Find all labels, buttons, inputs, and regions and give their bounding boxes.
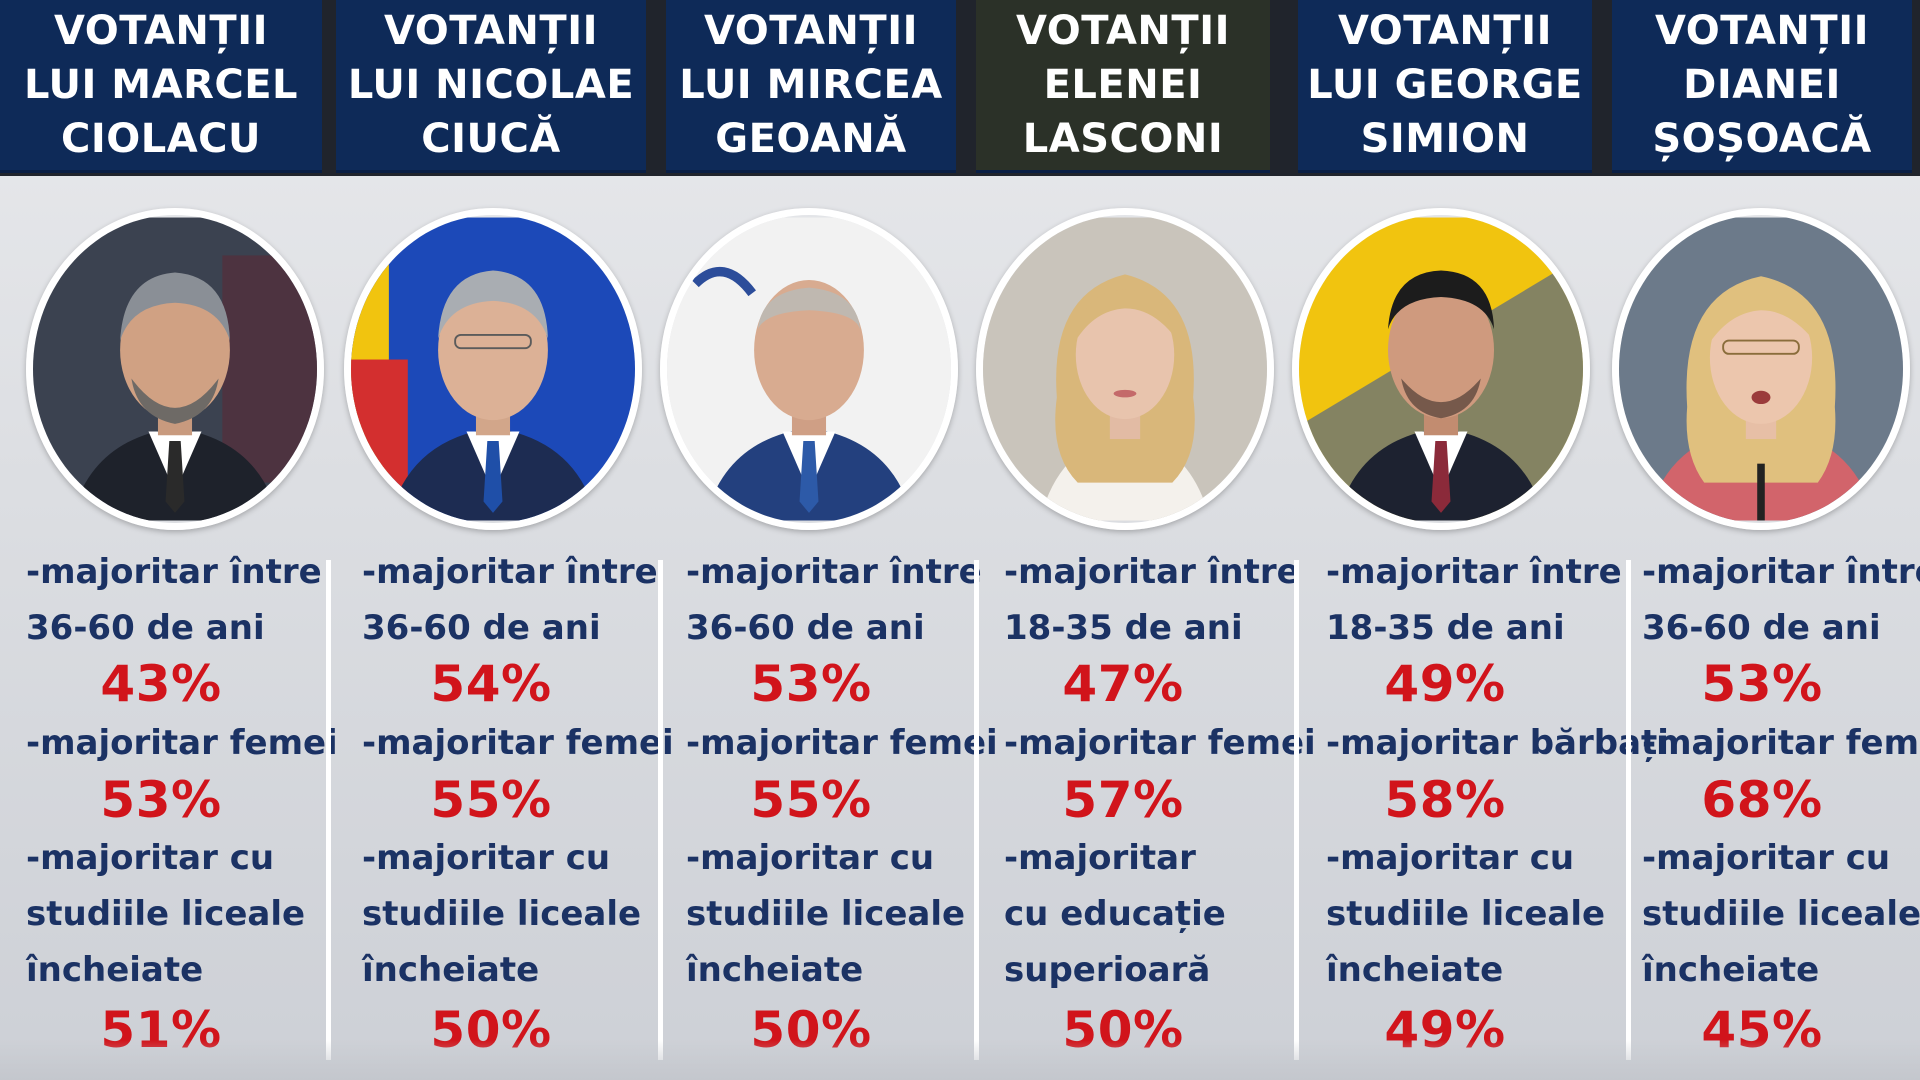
age-percentage: 47% — [1062, 655, 1184, 713]
column-header: VOTANȚII LUI MIRCEA GEOANĂ — [666, 0, 956, 173]
column-lasconi: VOTANȚII ELENEI LASCONI -majoritar între… — [976, 0, 1316, 1080]
age-label: 36-60 de ani — [1642, 608, 1881, 648]
header-line: ȘOȘOACĂ — [1652, 116, 1872, 162]
candidate-portrait — [1292, 208, 1590, 530]
age-label: 18-35 de ani — [1326, 608, 1565, 648]
education-label: încheiate — [1326, 950, 1504, 990]
education-label: -majoritar cu — [26, 838, 275, 878]
age-label: -majoritar între — [362, 552, 658, 592]
column-ciolacu: VOTANȚII LUI MARCEL CIOLACU -majoritar î… — [0, 0, 338, 1080]
education-label: cu educație — [1004, 894, 1226, 934]
gender-percentage: 55% — [750, 771, 872, 829]
education-label: studiile liceale — [1326, 894, 1606, 934]
column-header: VOTANȚII LUI GEORGE SIMION — [1298, 0, 1592, 173]
candidate-portrait — [660, 208, 958, 530]
age-label: 36-60 de ani — [26, 608, 265, 648]
header-line: ELENEI — [1043, 62, 1203, 108]
portrait-illustration — [1299, 217, 1583, 521]
age-percentage: 43% — [100, 655, 222, 713]
column-header: VOTANȚII ELENEI LASCONI — [976, 0, 1270, 173]
age-label: 36-60 de ani — [362, 608, 601, 648]
bottom-shadow — [0, 1040, 1920, 1080]
column-sosoaca: VOTANȚII DIANEI ȘOȘOACĂ -majoritar între… — [1612, 0, 1920, 1080]
portrait-illustration — [351, 217, 635, 521]
age-label: 36-60 de ani — [686, 608, 925, 648]
portrait-illustration — [667, 217, 951, 521]
column-divider — [1626, 560, 1631, 1060]
column-ciuca: VOTANȚII LUI NICOLAE CIUCĂ -majoritar în… — [336, 0, 674, 1080]
header-line: CIOLACU — [60, 116, 262, 162]
education-label: -majoritar cu — [686, 838, 935, 878]
age-label: -majoritar între — [26, 552, 322, 592]
education-label: studiile liceale — [1642, 894, 1920, 934]
column-divider — [1294, 560, 1299, 1060]
education-label: încheiate — [26, 950, 204, 990]
education-label: studiile liceale — [362, 894, 642, 934]
gender-percentage: 68% — [1701, 771, 1823, 829]
portrait-illustration — [1619, 217, 1903, 521]
education-label: -majoritar cu — [362, 838, 611, 878]
gender-percentage: 57% — [1062, 771, 1184, 829]
header-line: VOTANȚII — [1016, 8, 1230, 54]
education-label: încheiate — [1642, 950, 1820, 990]
age-label: -majoritar între — [686, 552, 982, 592]
candidate-portrait — [1612, 208, 1910, 530]
column-divider — [974, 560, 979, 1060]
age-percentage: 53% — [1701, 655, 1823, 713]
gender-label: -majoritar femei — [1642, 723, 1920, 763]
gender-label: -majoritar bărbați — [1326, 723, 1669, 763]
column-header: VOTANȚII DIANEI ȘOȘOACĂ — [1612, 0, 1912, 173]
column-divider — [326, 560, 331, 1060]
header-line: LUI NICOLAE — [347, 62, 635, 108]
header-line: VOTANȚII — [704, 8, 918, 54]
education-label: -majoritar — [1004, 838, 1196, 878]
candidate-portrait — [26, 208, 324, 530]
gender-percentage: 58% — [1384, 771, 1506, 829]
portrait-illustration — [33, 217, 317, 521]
header-line: LUI MARCEL — [23, 62, 299, 108]
age-percentage: 53% — [750, 655, 872, 713]
column-geoana: VOTANȚII LUI MIRCEA GEOANĂ -majoritar în… — [660, 0, 998, 1080]
portrait-illustration — [983, 217, 1267, 521]
age-label: 18-35 de ani — [1004, 608, 1243, 648]
education-label: încheiate — [362, 950, 540, 990]
gender-label: -majoritar femei — [1004, 723, 1316, 763]
age-label: -majoritar între — [1326, 552, 1622, 592]
education-label: superioară — [1004, 950, 1211, 990]
column-divider — [658, 560, 663, 1060]
header-line: LUI MIRCEA — [679, 62, 943, 108]
gender-label: -majoritar femei — [686, 723, 998, 763]
age-label: -majoritar între — [1642, 552, 1920, 592]
education-label: studiile liceale — [26, 894, 306, 934]
header-line: LUI GEORGE — [1307, 62, 1583, 108]
education-label: -majoritar cu — [1642, 838, 1891, 878]
column-header: VOTANȚII LUI MARCEL CIOLACU — [0, 0, 322, 173]
gender-percentage: 53% — [100, 771, 222, 829]
age-percentage: 54% — [430, 655, 552, 713]
gender-percentage: 55% — [430, 771, 552, 829]
column-simion: VOTANȚII LUI GEORGE SIMION -majoritar în… — [1292, 0, 1669, 1080]
candidate-portrait — [344, 208, 642, 530]
header-line: GEOANĂ — [715, 116, 907, 162]
header-line: LASCONI — [1022, 116, 1224, 162]
header-line: VOTANȚII — [54, 8, 268, 54]
gender-label: -majoritar femei — [362, 723, 674, 763]
education-label: încheiate — [686, 950, 864, 990]
age-label: -majoritar între — [1004, 552, 1300, 592]
education-label: -majoritar cu — [1326, 838, 1575, 878]
header-line: DIANEI — [1683, 62, 1841, 108]
header-line: VOTANȚII — [384, 8, 598, 54]
column-header: VOTANȚII LUI NICOLAE CIUCĂ — [336, 0, 646, 173]
header-line: CIUCĂ — [421, 116, 561, 162]
age-percentage: 49% — [1384, 655, 1506, 713]
candidate-portrait — [976, 208, 1274, 530]
education-label: studiile liceale — [686, 894, 966, 934]
header-line: SIMION — [1360, 116, 1530, 162]
header-line: VOTANȚII — [1338, 8, 1552, 54]
header-line: VOTANȚII — [1655, 8, 1869, 54]
gender-label: -majoritar femei — [26, 723, 338, 763]
